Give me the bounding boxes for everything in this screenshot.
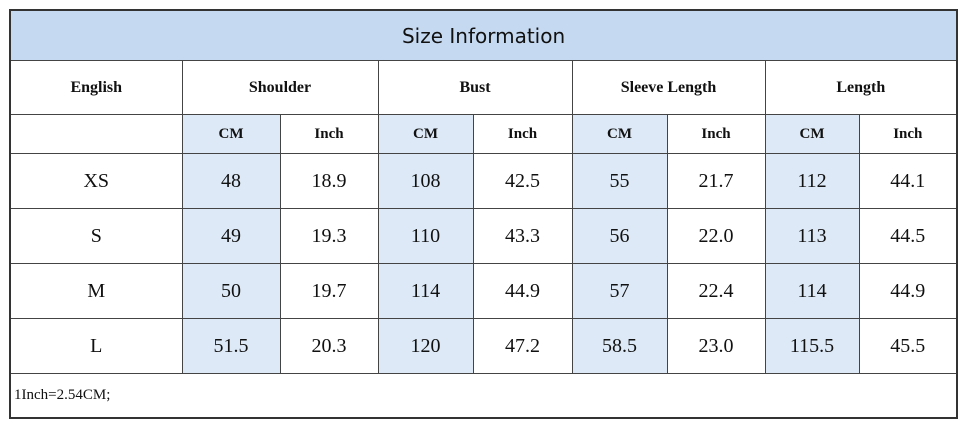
unit-header: CM (377, 114, 474, 154)
title-row: Size Information (9, 9, 958, 61)
measurement: 44.9 (858, 263, 958, 319)
measurement: 112 (764, 153, 860, 209)
measurement: 49 (181, 208, 281, 264)
measurement: 114 (764, 263, 860, 319)
measurement: 42.5 (472, 153, 573, 209)
measurement: 50 (181, 263, 281, 319)
measurement: 23.0 (666, 318, 766, 374)
column-header: English (9, 60, 183, 115)
measurement: 115.5 (764, 318, 860, 374)
measurement: 44.5 (858, 208, 958, 264)
measurement: 57 (571, 263, 668, 319)
size-table-wrap: Size Information English Shoulder Bust Sleev… (9, 9, 959, 419)
column-header: Shoulder (181, 60, 379, 115)
measurement: 22.0 (666, 208, 766, 264)
header-row: English Shoulder Bust Sleeve Length Length (9, 60, 958, 115)
measurement: 58.5 (571, 318, 668, 374)
size-table: Size Information English Shoulder Bust Sleev… (9, 9, 959, 419)
note: 1Inch=2.54CM; (9, 373, 958, 419)
measurement: 47.2 (472, 318, 573, 374)
unit-header: Inch (858, 114, 958, 154)
measurement: 113 (764, 208, 860, 264)
measurement: 55 (571, 153, 668, 209)
size-row: L 51.5 20.3 120 47.2 58.5 23.0 115.5 45.5 (9, 318, 958, 374)
measurement: 19.7 (279, 263, 379, 319)
unit-header: CM (181, 114, 281, 154)
size-label: XS (9, 153, 183, 209)
measurement: 108 (377, 153, 474, 209)
size-label: S (9, 208, 183, 264)
measurement: 22.4 (666, 263, 766, 319)
size-row: M 50 19.7 114 44.9 57 22.4 114 44.9 (9, 263, 958, 319)
empty-cell (9, 114, 183, 154)
measurement: 19.3 (279, 208, 379, 264)
unit-header: Inch (472, 114, 573, 154)
column-header: Sleeve Length (571, 60, 766, 115)
unit-row: CM Inch CM Inch CM Inch CM Inch (9, 114, 958, 154)
size-row: S 49 19.3 110 43.3 56 22.0 113 44.5 (9, 208, 958, 264)
size-label: L (9, 318, 183, 374)
unit-header: CM (764, 114, 860, 154)
unit-header: Inch (666, 114, 766, 154)
column-header: Length (764, 60, 958, 115)
measurement: 120 (377, 318, 474, 374)
measurement: 48 (181, 153, 281, 209)
table-title: Size Information (9, 9, 958, 61)
note-row: 1Inch=2.54CM; (9, 373, 958, 419)
measurement: 45.5 (858, 318, 958, 374)
measurement: 114 (377, 263, 474, 319)
size-label: M (9, 263, 183, 319)
measurement: 21.7 (666, 153, 766, 209)
measurement: 18.9 (279, 153, 379, 209)
measurement: 44.1 (858, 153, 958, 209)
size-row: XS 48 18.9 108 42.5 55 21.7 112 44.1 (9, 153, 958, 209)
measurement: 56 (571, 208, 668, 264)
unit-header: CM (571, 114, 668, 154)
unit-header: Inch (279, 114, 379, 154)
measurement: 110 (377, 208, 474, 264)
measurement: 20.3 (279, 318, 379, 374)
column-header: Bust (377, 60, 573, 115)
measurement: 51.5 (181, 318, 281, 374)
measurement: 43.3 (472, 208, 573, 264)
measurement: 44.9 (472, 263, 573, 319)
